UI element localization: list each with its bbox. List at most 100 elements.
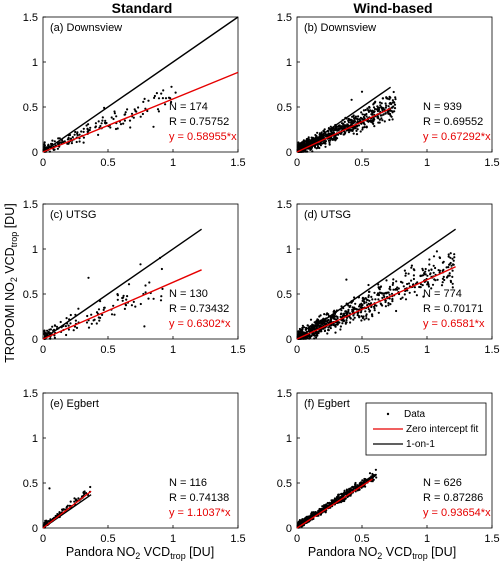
data-point xyxy=(438,256,442,260)
data-point xyxy=(340,125,343,128)
data-point xyxy=(66,504,69,507)
data-point xyxy=(310,147,313,150)
data-point xyxy=(337,494,340,498)
data-point xyxy=(305,327,308,330)
data-point xyxy=(403,293,406,296)
y-axis-label: TROPOMI NO2 VCDtrop [DU] xyxy=(3,203,19,362)
data-point xyxy=(354,481,357,485)
y-tick-label: 1.5 xyxy=(23,12,38,24)
data-point xyxy=(376,293,379,296)
ylabel-sub1: 2 xyxy=(9,277,19,282)
data-point xyxy=(43,329,46,332)
data-point xyxy=(441,281,444,284)
data-point xyxy=(357,115,360,118)
data-point xyxy=(430,268,433,271)
data-point xyxy=(427,282,430,285)
data-point xyxy=(343,312,346,315)
data-point xyxy=(54,514,57,518)
data-point xyxy=(309,318,313,321)
data-point xyxy=(362,298,366,301)
data-point xyxy=(359,306,362,309)
data-point xyxy=(371,109,374,112)
data-point xyxy=(381,119,384,122)
data-point xyxy=(354,127,357,130)
data-point xyxy=(161,97,164,100)
data-point xyxy=(116,298,119,301)
data-point xyxy=(391,101,394,104)
data-point xyxy=(381,97,385,100)
data-point xyxy=(385,279,388,282)
data-point xyxy=(361,479,364,482)
data-point xyxy=(378,291,381,294)
data-point xyxy=(399,280,403,283)
data-point xyxy=(375,108,378,111)
data-point xyxy=(124,111,127,114)
data-point xyxy=(301,518,304,521)
data-point xyxy=(367,318,370,321)
x-tick-label: 0 xyxy=(40,533,46,545)
data-point xyxy=(442,260,445,263)
x-tick-label: 0.5 xyxy=(100,344,115,356)
data-point xyxy=(391,300,394,303)
data-point xyxy=(387,291,390,294)
data-point xyxy=(396,286,399,289)
data-point xyxy=(385,104,388,107)
data-point xyxy=(122,294,125,297)
stat-n: N = 939 xyxy=(423,101,462,113)
data-point xyxy=(383,295,386,298)
data-point xyxy=(104,119,107,122)
data-point xyxy=(326,501,329,505)
data-point xyxy=(314,140,317,143)
data-point xyxy=(101,119,104,122)
data-point xyxy=(393,103,397,106)
data-point xyxy=(329,125,332,128)
data-point xyxy=(89,126,92,129)
data-point xyxy=(43,144,46,147)
data-point xyxy=(90,322,93,325)
data-point xyxy=(309,148,312,151)
data-point xyxy=(335,315,338,318)
data-point xyxy=(315,336,318,339)
data-point xyxy=(421,267,424,270)
data-point xyxy=(419,274,422,278)
stat-fit: y = 0.67292*x xyxy=(423,131,491,143)
x-tick-label: 1.5 xyxy=(484,157,499,169)
data-point xyxy=(392,278,395,281)
data-point xyxy=(388,102,391,105)
data-point xyxy=(77,307,80,310)
data-point xyxy=(110,116,113,119)
data-point xyxy=(448,274,451,277)
data-point xyxy=(319,314,322,317)
data-point xyxy=(300,522,303,525)
data-point xyxy=(124,113,127,116)
data-point xyxy=(352,314,355,317)
data-point xyxy=(114,127,118,131)
data-point xyxy=(75,326,79,329)
panel-5: 0 0.5 1 1.5 0 0.5 1 1.5 (e) Egbert N = 116 R = 0.7… xyxy=(23,388,246,545)
data-point xyxy=(73,325,77,328)
data-point xyxy=(311,324,314,327)
data-point xyxy=(310,334,313,338)
data-point xyxy=(410,266,413,269)
data-point xyxy=(71,136,74,139)
data-point xyxy=(297,141,300,144)
data-point xyxy=(360,111,363,114)
data-point xyxy=(327,326,330,329)
data-point xyxy=(336,129,339,132)
data-point xyxy=(333,136,336,139)
data-point xyxy=(351,310,354,313)
stat-n: N = 174 xyxy=(169,101,208,113)
data-point xyxy=(301,324,304,327)
data-point xyxy=(339,132,342,135)
data-point xyxy=(361,303,364,307)
data-point xyxy=(367,308,370,311)
data-point xyxy=(331,132,334,135)
data-point xyxy=(330,324,333,327)
data-point xyxy=(367,283,370,287)
data-point xyxy=(148,281,151,284)
data-point xyxy=(174,91,177,94)
stat-fit: y = 0.6581*x xyxy=(423,318,485,330)
data-point xyxy=(143,97,146,100)
data-point xyxy=(53,140,56,143)
data-point xyxy=(113,110,116,113)
